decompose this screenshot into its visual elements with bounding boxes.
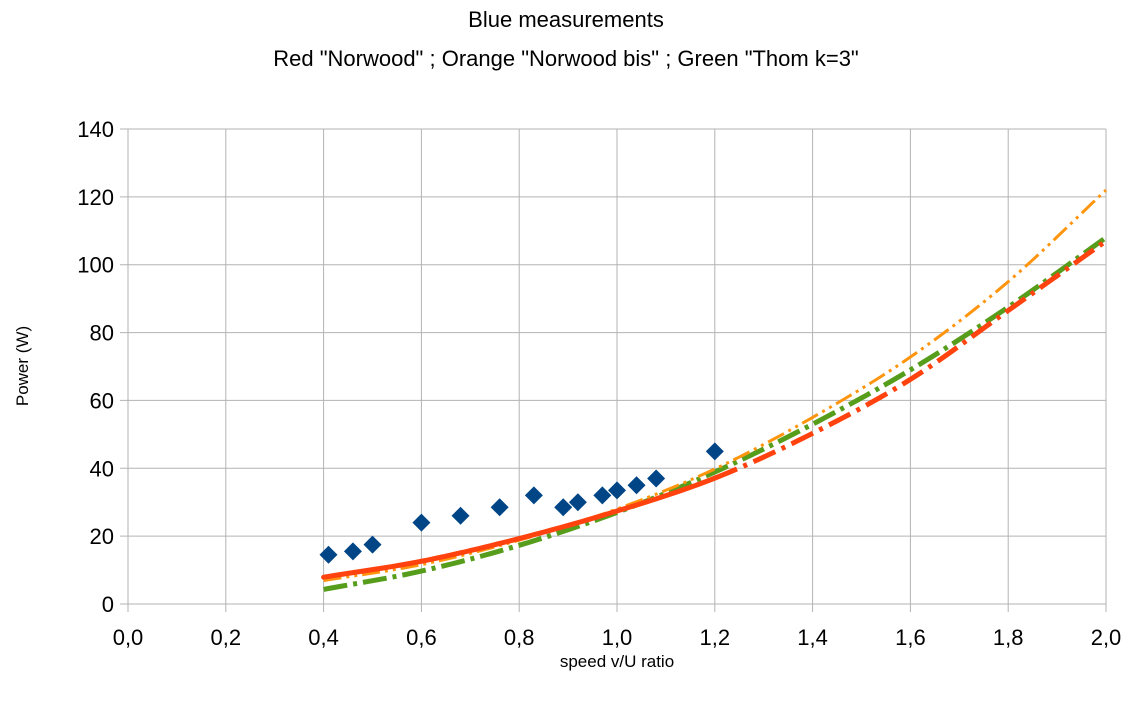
series-layer [319, 190, 1106, 589]
data-point [706, 442, 724, 460]
data-point [344, 542, 362, 560]
y-tick-label: 20 [90, 524, 114, 549]
y-tick-label: 80 [90, 321, 114, 346]
y-tick-label: 100 [77, 253, 114, 278]
data-point [319, 546, 337, 564]
x-tick-label: 2,0 [1091, 625, 1122, 650]
chart-subtitle: Red "Norwood" ; Orange "Norwood bis" ; G… [273, 46, 859, 71]
data-point [593, 486, 611, 504]
data-point [364, 536, 382, 554]
x-tick-label: 0,2 [211, 625, 242, 650]
data-point [554, 498, 572, 516]
y-tick-label: 0 [102, 592, 114, 617]
data-point [452, 507, 470, 525]
data-point [491, 498, 509, 516]
x-tick-label: 1,0 [602, 625, 633, 650]
y-tick-label: 120 [77, 185, 114, 210]
y-axis-label: Power (W) [13, 326, 32, 406]
x-tick-label: 0,0 [113, 625, 144, 650]
x-tick-label: 0,4 [308, 625, 339, 650]
x-tick-label: 1,4 [797, 625, 828, 650]
chart-title: Blue measurements [468, 7, 664, 32]
data-point [412, 514, 430, 532]
x-tick-label: 1,6 [895, 625, 926, 650]
x-tick-label: 1,8 [993, 625, 1024, 650]
y-tick-label: 140 [77, 117, 114, 142]
data-point [628, 476, 646, 494]
y-tick-label: 40 [90, 456, 114, 481]
x-axis-label: speed v/U ratio [560, 652, 674, 671]
data-point [569, 493, 587, 511]
x-tick-label: 0,8 [504, 625, 535, 650]
data-point [647, 469, 665, 487]
x-tick-label: 1,2 [700, 625, 731, 650]
y-tick-label: 60 [90, 388, 114, 413]
gridlines [120, 129, 1106, 612]
x-tick-label: 0,6 [406, 625, 437, 650]
data-point [608, 481, 626, 499]
data-point [525, 486, 543, 504]
